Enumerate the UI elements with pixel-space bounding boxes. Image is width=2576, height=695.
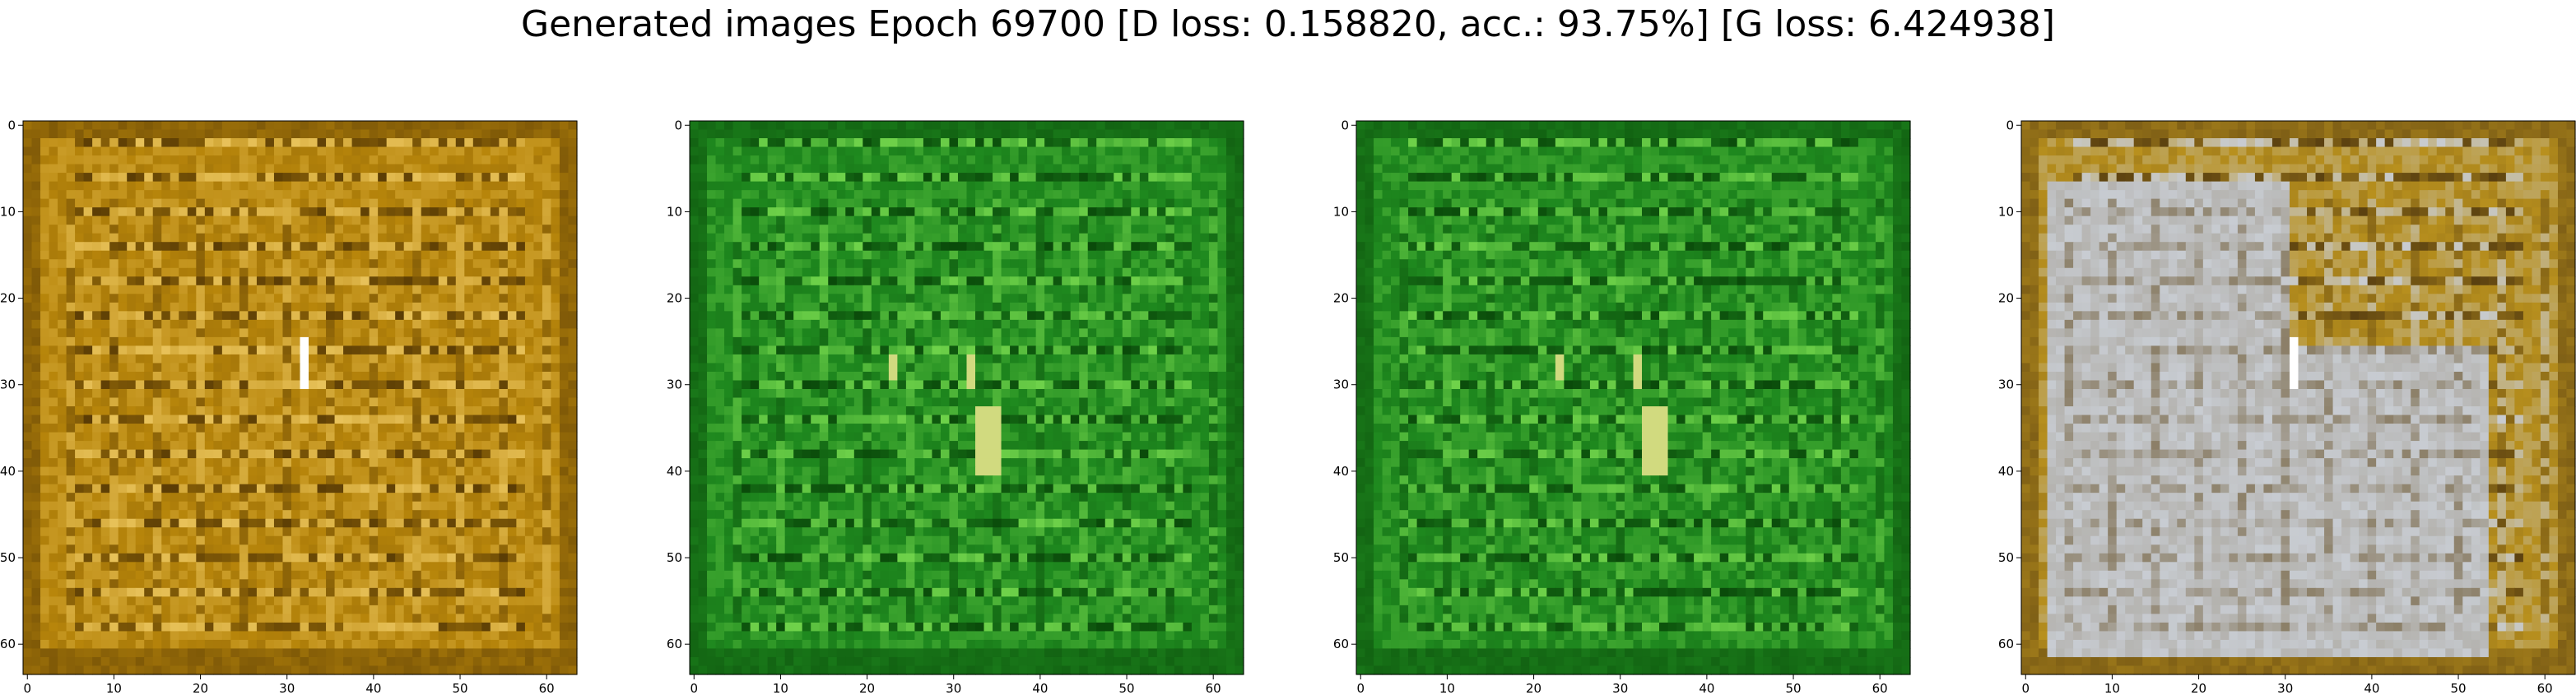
axes-frame [1355, 120, 1911, 675]
y-tick-label: 10 [1333, 204, 1349, 219]
x-tick-label: 0 [23, 681, 31, 695]
x-tick-label: 0 [1356, 681, 1365, 695]
x-tick-label: 20 [2191, 681, 2206, 695]
x-tick-label: 50 [452, 681, 467, 695]
axes-frame [689, 120, 1244, 675]
x-tick-label: 20 [859, 681, 875, 695]
x-tick-label: 30 [2277, 681, 2293, 695]
image-panel: 0 10 20 30 40 50 60 0 10 20 30 40 50 60 [667, 118, 1244, 695]
x-tick-label: 0 [690, 681, 698, 695]
x-tick-label: 60 [1206, 681, 1221, 695]
x-tick-label: 10 [773, 681, 788, 695]
figure-title: Generated images Epoch 69700 [D loss: 0.… [520, 3, 2056, 45]
x-tick-label: 10 [2104, 681, 2120, 695]
y-tick-label: 0 [7, 118, 16, 132]
x-tick-label: 20 [193, 681, 208, 695]
y-tick-label: 30 [667, 378, 682, 392]
y-tick-label: 40 [1333, 464, 1349, 479]
y-tick-label: 0 [2006, 118, 2014, 132]
x-tick-label: 60 [2537, 681, 2553, 695]
x-tick-label: 40 [1699, 681, 1714, 695]
x-tick-label: 0 [2021, 681, 2030, 695]
y-tick-label: 40 [667, 464, 682, 479]
y-tick-label: 30 [0, 378, 16, 392]
y-tick-label: 30 [1333, 378, 1349, 392]
x-tick-label: 40 [2364, 681, 2379, 695]
x-tick-label: 10 [106, 681, 122, 695]
generated-image [23, 121, 578, 675]
x-tick-label: 10 [1439, 681, 1455, 695]
y-tick-label: 20 [1998, 291, 2014, 306]
x-tick-label: 50 [2450, 681, 2466, 695]
image-panel: 0 10 20 30 40 50 60 0 10 20 30 40 50 60 [1333, 118, 1911, 695]
y-tick-label: 10 [0, 204, 16, 219]
y-tick-label: 10 [1998, 204, 2014, 219]
y-tick-label: 40 [0, 464, 16, 479]
x-tick-label: 60 [539, 681, 555, 695]
axes-frame [2020, 120, 2576, 675]
y-tick-label: 50 [0, 550, 16, 565]
x-tick-label: 50 [1118, 681, 1134, 695]
y-tick-label: 60 [1998, 637, 2014, 651]
y-tick-label: 10 [667, 204, 682, 219]
y-tick-label: 20 [667, 291, 682, 306]
y-tick-label: 50 [1333, 550, 1349, 565]
y-tick-label: 30 [1998, 378, 2014, 392]
y-tick-label: 60 [0, 637, 16, 651]
generated-image [1356, 121, 1911, 675]
generated-image [2021, 121, 2576, 675]
image-panel: 0 10 20 30 40 50 60 0 10 20 30 40 50 60 [0, 118, 578, 695]
y-tick-label: 50 [1998, 550, 2014, 565]
generated-image [690, 121, 1244, 675]
x-tick-label: 30 [1612, 681, 1628, 695]
x-tick-label: 40 [1032, 681, 1048, 695]
x-tick-label: 60 [1872, 681, 1888, 695]
x-tick-label: 50 [1785, 681, 1801, 695]
y-tick-label: 20 [1333, 291, 1349, 306]
y-tick-label: 20 [0, 291, 16, 306]
y-tick-label: 60 [1333, 637, 1349, 651]
x-tick-label: 20 [1526, 681, 1541, 695]
x-tick-label: 30 [279, 681, 295, 695]
y-tick-label: 60 [667, 637, 682, 651]
axes-frame [22, 120, 578, 675]
x-tick-label: 40 [365, 681, 381, 695]
image-panel: 0 10 20 30 40 50 60 0 10 20 30 40 50 60 [1998, 118, 2576, 695]
y-tick-label: 0 [674, 118, 682, 132]
y-tick-label: 0 [1341, 118, 1349, 132]
y-tick-label: 40 [1998, 464, 2014, 479]
y-tick-label: 50 [667, 550, 682, 565]
x-tick-label: 30 [946, 681, 961, 695]
